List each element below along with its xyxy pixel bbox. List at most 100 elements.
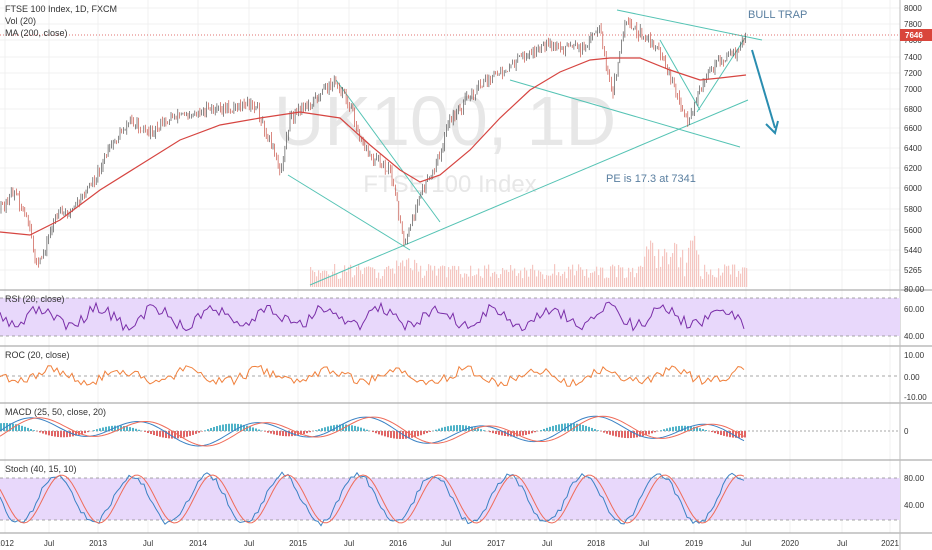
macd-hist-bar: [510, 431, 512, 437]
volume-bar: [408, 258, 410, 287]
macd-hist-bar: [75, 431, 77, 436]
volume-bar: [582, 269, 584, 287]
macd-hist-bar: [717, 431, 719, 435]
macd-hist-bar: [201, 431, 203, 432]
time-tick: Jul: [344, 539, 354, 548]
volume-bar: [578, 264, 580, 287]
trendline-2019-up: [696, 37, 746, 113]
macd-hist-bar: [462, 425, 464, 431]
volume-bar: [508, 271, 510, 287]
macd-hist-bar: [96, 429, 98, 431]
volume-bar: [628, 267, 630, 287]
macd-hist-bar: [543, 428, 545, 431]
macd-hist-bar: [654, 431, 656, 433]
macd-hist-bar: [276, 431, 278, 436]
macd-hist-bar: [483, 430, 485, 431]
macd-hist-bar: [582, 425, 584, 431]
macd-hist-bar: [741, 431, 743, 438]
macd-hist-bar: [18, 424, 20, 431]
macd-hist-bar: [195, 431, 197, 434]
volume-bar: [506, 269, 508, 287]
volume-bar: [338, 278, 340, 287]
macd-hist-bar: [234, 423, 236, 431]
macd-hist-bar: [351, 425, 353, 431]
macd-hist-bar: [60, 431, 62, 438]
time-tick: 2014: [189, 539, 207, 548]
volume-bar: [664, 248, 666, 287]
volume-bar: [434, 265, 436, 287]
price-tick: 6800: [904, 105, 922, 114]
macd-hist-bar: [648, 431, 650, 435]
time-tick: Jul: [542, 539, 552, 548]
volume-bar: [334, 264, 336, 287]
macd-hist-bar: [93, 430, 95, 431]
volume-bar: [534, 270, 536, 287]
volume-bar: [690, 240, 692, 287]
macd-hist-bar: [726, 431, 728, 437]
time-tick: Jul: [44, 539, 54, 548]
volume-bar: [344, 265, 346, 287]
macd-hist-bar: [387, 431, 389, 438]
volume-bar: [576, 270, 578, 287]
volume-bar: [536, 276, 538, 287]
volume-bar: [570, 269, 572, 287]
volume-bar: [558, 272, 560, 287]
price-tick: 5600: [904, 226, 922, 235]
volume-bar: [526, 270, 528, 287]
volume-bar: [410, 268, 412, 287]
volume-bar: [480, 276, 482, 287]
macd-hist-bar: [108, 426, 110, 431]
volume-bar: [476, 274, 478, 287]
macd-hist-bar: [309, 431, 311, 433]
macd-hist-bar: [156, 431, 158, 436]
macd-hist-bar: [555, 425, 557, 431]
macd-hist-bar: [189, 431, 191, 436]
time-tick: 2021: [881, 539, 899, 548]
macd-hist-bar: [549, 426, 551, 431]
macd-hist-bar: [492, 431, 494, 434]
macd-hist-bar: [504, 431, 506, 436]
macd-hist-bar: [729, 431, 731, 438]
time-tick: 2017: [487, 539, 505, 548]
pane-axes: 80.00 60.00 40.00 10.00 0.00 -10.00 0 80…: [904, 285, 927, 510]
macd-hist-bar: [735, 431, 737, 438]
volume-bar: [662, 256, 664, 287]
volume-bar: [614, 266, 616, 287]
volume-bar: [680, 257, 682, 287]
volume-bar: [342, 271, 344, 287]
volume-bar: [424, 275, 426, 287]
volume-bar: [348, 266, 350, 287]
grid: [0, 0, 900, 533]
volume-bar: [604, 278, 606, 287]
volume-bar: [658, 249, 660, 287]
volume-bar: [364, 267, 366, 287]
macd-hist-bar: [42, 431, 44, 434]
time-axis: 2012 Jul 2013 Jul 2014 Jul 2015 Jul 2016 Jul 2017 J…: [0, 539, 899, 548]
macd-hist-bar: [57, 431, 59, 438]
macd-hist-bar: [606, 431, 608, 434]
price-axis: 8000780076007400720070006800660064006200…: [904, 4, 922, 275]
volume-bar: [522, 278, 524, 287]
volume-bar: [716, 277, 718, 287]
volume-bar: [586, 269, 588, 287]
macd-hist-bar: [702, 429, 704, 431]
macd-hist-bar: [495, 431, 497, 435]
macd-hist-bar: [30, 429, 32, 431]
volume-bar: [600, 267, 602, 287]
volume-bar: [708, 274, 710, 287]
volume-bar: [332, 271, 334, 287]
volume-bar: [734, 264, 736, 287]
volume-bar: [596, 266, 598, 287]
volume-bar: [516, 275, 518, 287]
volume-bar: [542, 274, 544, 287]
volume-bar: [682, 249, 684, 287]
time-tick: 2018: [587, 539, 605, 548]
volume-bar: [564, 271, 566, 287]
volume-bar: [698, 254, 700, 287]
volume-bar: [594, 271, 596, 287]
volume-bar: [646, 246, 648, 287]
macd-hist-bar: [186, 431, 188, 437]
macd-hist-bar: [147, 431, 149, 433]
macd-hist-bar: [705, 430, 707, 431]
macd-hist-bar: [426, 431, 428, 434]
